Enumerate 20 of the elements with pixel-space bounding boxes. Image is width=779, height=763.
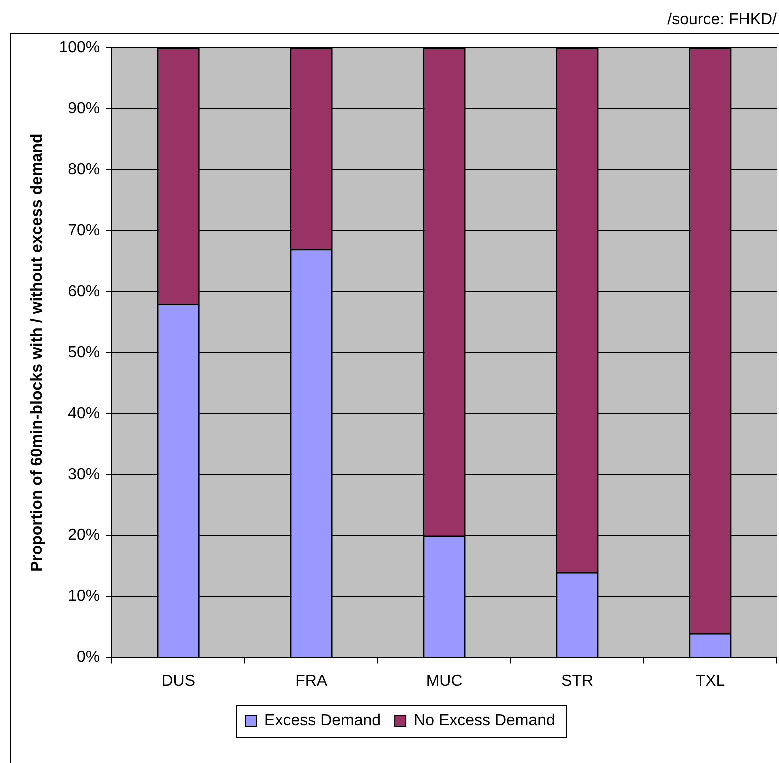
y-tick-label: 0%: [76, 649, 100, 666]
legend-label: Excess Demand: [264, 712, 382, 730]
text: /source: FHKD/: [668, 11, 778, 28]
y-tick-label: 30%: [68, 466, 100, 484]
y-tick-label: 100%: [59, 39, 100, 56]
x-tick-label: TXL: [696, 672, 726, 690]
x-tick-label: FRA: [296, 672, 328, 690]
y-axis-title: Proportion of 60min-blocks with / without excess demand: [29, 134, 46, 572]
x-tick-label: DUS: [162, 672, 196, 690]
y-tick-label: 60%: [68, 283, 100, 300]
y-tick-label: 80%: [68, 161, 100, 178]
y-tick-label: 10%: [68, 588, 100, 606]
x-tick-label: STR: [562, 672, 594, 690]
y-tick-label: 20%: [68, 527, 100, 544]
y-tick-label: 70%: [68, 222, 100, 240]
y-tick-label: 40%: [68, 405, 100, 422]
y-tick-label: 90%: [68, 100, 100, 118]
y-tick-label: 50%: [68, 344, 100, 362]
x-tick-label: MUC: [426, 672, 463, 690]
legend-label: No Excess Demand: [414, 712, 556, 730]
